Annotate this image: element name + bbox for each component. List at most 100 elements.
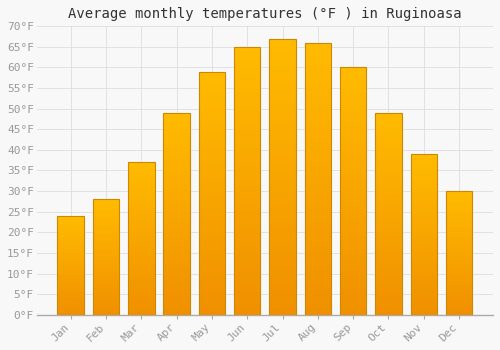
Bar — [164, 240, 190, 242]
Bar — [58, 223, 84, 224]
Bar — [340, 127, 366, 129]
Bar — [340, 285, 366, 288]
Bar — [58, 220, 84, 221]
Bar — [128, 212, 154, 214]
Bar — [375, 236, 402, 238]
Bar — [234, 95, 260, 98]
Bar — [234, 309, 260, 312]
Bar — [304, 92, 331, 94]
Bar — [270, 85, 296, 88]
Bar — [410, 279, 437, 281]
Bar — [164, 161, 190, 163]
Bar — [304, 62, 331, 64]
Bar — [446, 290, 472, 291]
Bar — [410, 270, 437, 271]
Bar — [375, 218, 402, 220]
Bar — [304, 201, 331, 203]
Bar — [234, 282, 260, 285]
Bar — [198, 227, 225, 230]
Bar — [410, 193, 437, 194]
Bar — [128, 271, 154, 272]
Bar — [93, 289, 120, 290]
Bar — [93, 233, 120, 234]
Bar — [164, 303, 190, 304]
Bar — [340, 186, 366, 189]
Bar — [58, 310, 84, 311]
Bar — [304, 51, 331, 54]
Bar — [304, 157, 331, 160]
Bar — [234, 87, 260, 90]
Bar — [446, 236, 472, 237]
Bar — [446, 288, 472, 289]
Bar — [410, 282, 437, 284]
Bar — [234, 258, 260, 261]
Bar — [375, 286, 402, 288]
Bar — [410, 234, 437, 236]
Bar — [198, 278, 225, 281]
Bar — [164, 143, 190, 145]
Bar — [410, 241, 437, 243]
Bar — [446, 197, 472, 198]
Bar — [234, 232, 260, 235]
Bar — [375, 244, 402, 246]
Bar — [304, 59, 331, 62]
Bar — [375, 212, 402, 214]
Bar — [375, 238, 402, 240]
Bar — [198, 171, 225, 174]
Bar — [164, 181, 190, 183]
Bar — [58, 250, 84, 251]
Bar — [410, 252, 437, 254]
Bar — [198, 130, 225, 132]
Bar — [375, 137, 402, 139]
Bar — [304, 301, 331, 304]
Bar — [304, 43, 331, 46]
Bar — [304, 89, 331, 92]
Bar — [375, 173, 402, 175]
Bar — [234, 108, 260, 111]
Bar — [446, 249, 472, 251]
Bar — [128, 266, 154, 267]
Bar — [304, 105, 331, 108]
Bar — [198, 232, 225, 234]
Bar — [270, 196, 296, 199]
Bar — [270, 248, 296, 251]
Bar — [128, 236, 154, 237]
Bar — [270, 193, 296, 196]
Bar — [304, 230, 331, 233]
Bar — [164, 246, 190, 248]
Bar — [58, 256, 84, 257]
Bar — [198, 149, 225, 152]
Bar — [198, 259, 225, 261]
Bar — [93, 260, 120, 262]
Bar — [93, 266, 120, 267]
Bar — [375, 198, 402, 199]
Bar — [446, 200, 472, 201]
Bar — [164, 236, 190, 238]
Bar — [304, 133, 331, 135]
Bar — [128, 210, 154, 211]
Bar — [234, 125, 260, 127]
Bar — [446, 221, 472, 222]
Bar — [340, 68, 366, 70]
Bar — [270, 94, 296, 97]
Bar — [58, 288, 84, 289]
Bar — [128, 269, 154, 271]
Bar — [410, 292, 437, 294]
Bar — [164, 262, 190, 264]
Bar — [128, 185, 154, 187]
Bar — [410, 300, 437, 302]
Bar — [128, 173, 154, 174]
Bar — [340, 300, 366, 302]
Bar — [164, 198, 190, 199]
Bar — [340, 142, 366, 144]
Bar — [93, 237, 120, 239]
Bar — [446, 279, 472, 280]
Bar — [304, 124, 331, 127]
Bar — [446, 229, 472, 231]
Bar — [410, 299, 437, 300]
Bar — [446, 261, 472, 263]
Bar — [410, 204, 437, 205]
Bar — [340, 95, 366, 97]
Bar — [270, 58, 296, 61]
Bar — [410, 260, 437, 262]
